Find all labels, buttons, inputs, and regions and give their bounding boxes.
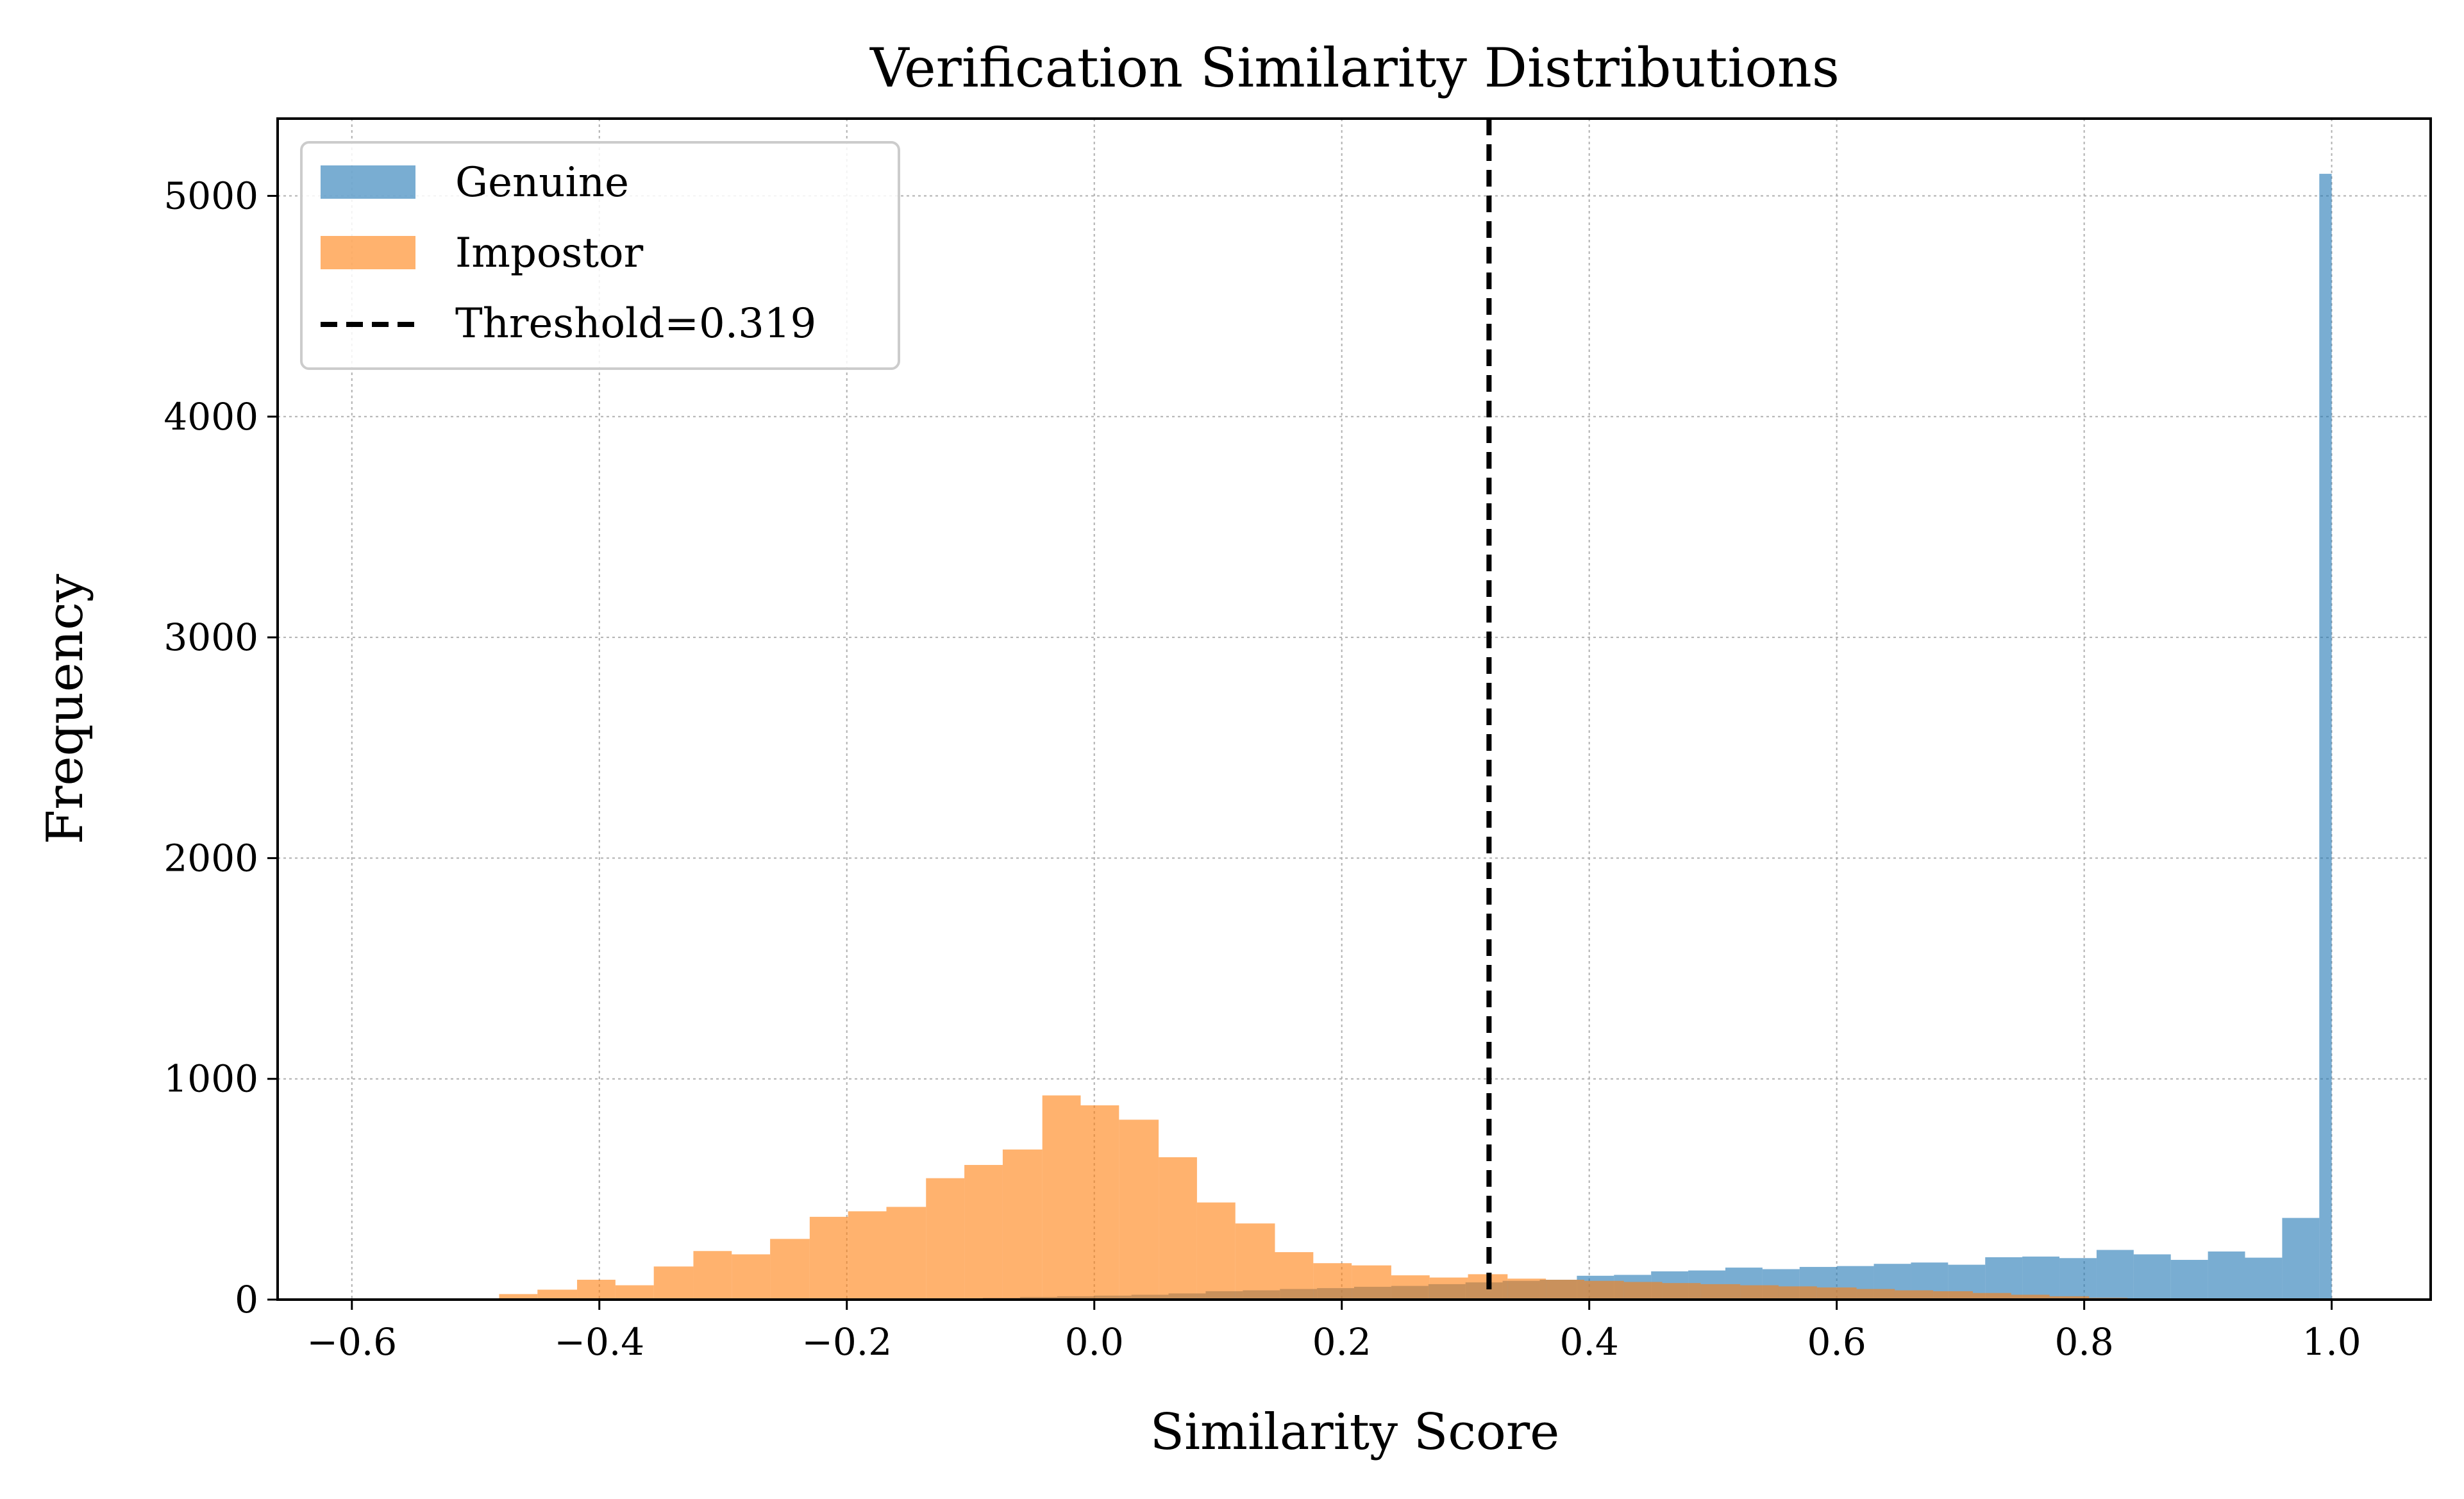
bar-impostor-29 bbox=[1623, 1282, 1663, 1300]
bar-impostor-10 bbox=[886, 1207, 926, 1300]
legend-swatch-impostor bbox=[321, 236, 415, 269]
histogram-bars bbox=[499, 174, 2332, 1300]
x-tick-label-6: 0.6 bbox=[1807, 1320, 1866, 1364]
bar-genuine-31 bbox=[2059, 1258, 2097, 1300]
bar-impostor-27 bbox=[1546, 1280, 1584, 1300]
axis-ticks: −0.6 −0.4 −0.2 0.0 0.2 0.4 0.6 0.8 1.0 0 1000 2000 3… bbox=[163, 174, 2361, 1364]
bar-impostor-36 bbox=[1895, 1290, 1934, 1300]
y-tick-label-3: 3000 bbox=[163, 616, 258, 659]
x-tick-label-4: 0.2 bbox=[1312, 1320, 1371, 1364]
bar-genuine-29 bbox=[1985, 1257, 2023, 1300]
legend-swatch-genuine bbox=[321, 165, 415, 199]
bar-genuine-33 bbox=[2133, 1254, 2171, 1300]
legend-label-threshold: Threshold=0.319 bbox=[455, 300, 816, 348]
bar-impostor-38 bbox=[1972, 1293, 2011, 1300]
bar-genuine-36 bbox=[2245, 1257, 2283, 1300]
bar-genuine-38 bbox=[2319, 174, 2332, 1300]
bar-genuine-35 bbox=[2208, 1251, 2245, 1300]
y-tick-label-2: 2000 bbox=[163, 836, 258, 880]
x-tick-label-7: 0.8 bbox=[2055, 1320, 2114, 1364]
x-tick-label-2: −0.2 bbox=[801, 1320, 892, 1364]
bar-impostor-14 bbox=[1042, 1095, 1081, 1300]
x-tick-label-3: 0.0 bbox=[1065, 1320, 1124, 1364]
bar-impostor-33 bbox=[1778, 1286, 1817, 1300]
bar-impostor-4 bbox=[653, 1266, 694, 1300]
bar-impostor-6 bbox=[732, 1254, 771, 1300]
bar-impostor-5 bbox=[693, 1251, 732, 1300]
bar-impostor-21 bbox=[1313, 1263, 1352, 1300]
bar-impostor-9 bbox=[848, 1211, 887, 1300]
x-tick-label-8: 1.0 bbox=[2302, 1320, 2361, 1364]
bar-impostor-18 bbox=[1196, 1202, 1236, 1300]
bar-impostor-15 bbox=[1080, 1105, 1119, 1300]
bar-impostor-30 bbox=[1662, 1283, 1701, 1300]
chart-title: Verification Similarity Distributions bbox=[869, 37, 1840, 99]
plot-frame bbox=[276, 117, 2432, 1301]
y-tick-label-0: 0 bbox=[235, 1278, 258, 1321]
legend-label-impostor: Impostor bbox=[455, 230, 644, 277]
y-tick-label-1: 1000 bbox=[163, 1057, 258, 1101]
legend-box bbox=[300, 141, 900, 370]
bar-impostor-31 bbox=[1700, 1284, 1741, 1300]
bar-genuine-32 bbox=[2096, 1250, 2134, 1300]
bar-impostor-40 bbox=[2049, 1296, 2090, 1300]
bar-impostor-35 bbox=[1856, 1289, 1895, 1300]
y-tick-label-4: 4000 bbox=[163, 395, 258, 439]
x-tick-label-5: 0.4 bbox=[1560, 1320, 1619, 1364]
y-axis-label: Frequency bbox=[37, 574, 94, 844]
bar-impostor-19 bbox=[1235, 1223, 1275, 1300]
bar-impostor-34 bbox=[1816, 1287, 1857, 1300]
bar-impostor-1 bbox=[537, 1289, 578, 1300]
bar-impostor-17 bbox=[1159, 1157, 1197, 1300]
series-impostor bbox=[499, 1095, 2128, 1300]
bar-impostor-8 bbox=[809, 1216, 848, 1300]
bar-genuine-37 bbox=[2282, 1218, 2320, 1300]
bar-impostor-7 bbox=[770, 1239, 810, 1300]
bar-impostor-22 bbox=[1352, 1265, 1391, 1300]
bar-impostor-13 bbox=[1002, 1149, 1043, 1300]
bar-impostor-26 bbox=[1507, 1278, 1546, 1300]
bar-genuine-34 bbox=[2170, 1260, 2208, 1300]
bar-impostor-0 bbox=[499, 1294, 538, 1300]
bar-impostor-3 bbox=[615, 1285, 654, 1300]
bar-impostor-23 bbox=[1391, 1275, 1430, 1300]
bar-impostor-37 bbox=[1933, 1291, 1973, 1300]
x-tick-label-1: −0.4 bbox=[554, 1320, 644, 1364]
bar-impostor-20 bbox=[1275, 1252, 1314, 1300]
bar-impostor-2 bbox=[577, 1280, 616, 1300]
bar-impostor-24 bbox=[1429, 1277, 1468, 1300]
bar-impostor-12 bbox=[964, 1164, 1003, 1300]
bar-impostor-11 bbox=[926, 1178, 965, 1300]
y-tick-label-5: 5000 bbox=[163, 174, 258, 218]
legend: Genuine Impostor Threshold=0.319 bbox=[300, 141, 900, 370]
bar-impostor-16 bbox=[1119, 1119, 1159, 1300]
bar-impostor-39 bbox=[2011, 1294, 2050, 1300]
legend-label-genuine: Genuine bbox=[455, 159, 629, 206]
bar-impostor-28 bbox=[1584, 1280, 1624, 1300]
bar-genuine-30 bbox=[2022, 1256, 2060, 1300]
x-tick-label-0: −0.6 bbox=[306, 1320, 397, 1364]
bar-impostor-32 bbox=[1740, 1285, 1779, 1300]
x-axis-label: Similarity Score bbox=[1150, 1403, 1560, 1461]
